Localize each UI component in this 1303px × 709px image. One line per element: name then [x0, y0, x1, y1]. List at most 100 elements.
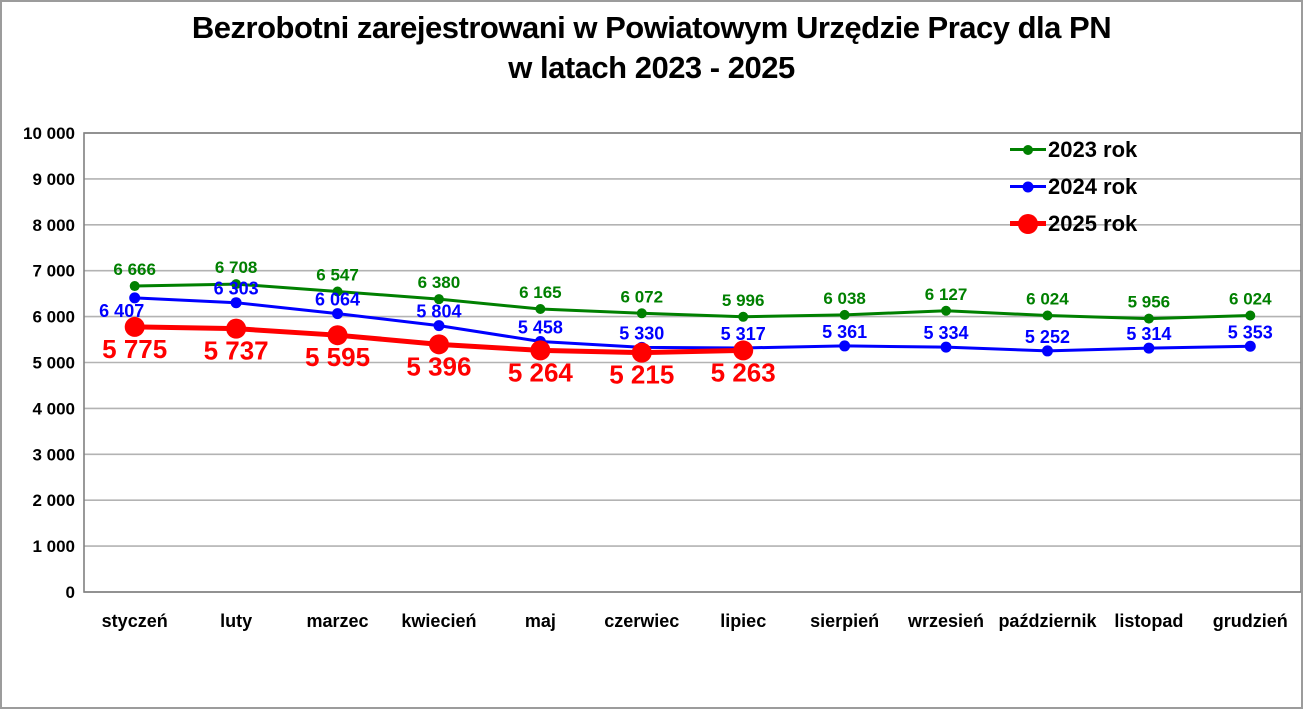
data-point-label: 5 361 [822, 322, 867, 342]
legend-dot-icon [1018, 213, 1038, 234]
data-point-label: 6 666 [113, 260, 156, 279]
data-point-label: 5 458 [518, 317, 563, 337]
data-point-label: 5 737 [204, 336, 269, 366]
data-point-marker [327, 325, 348, 346]
svg-text:10 000: 10 000 [23, 124, 75, 143]
data-point-marker [231, 279, 242, 290]
data-point-label: 6 708 [215, 258, 258, 277]
data-point-marker [1143, 313, 1154, 324]
svg-text:2 000: 2 000 [32, 491, 75, 510]
svg-text:kwiecień: kwiecień [401, 611, 476, 631]
svg-text:8 000: 8 000 [32, 216, 75, 235]
data-point-label: 5 775 [102, 334, 167, 364]
data-point-label: 5 334 [924, 323, 969, 343]
data-point-label: 6 547 [316, 265, 359, 284]
svg-text:7 000: 7 000 [32, 262, 75, 281]
data-point-marker [530, 340, 551, 361]
chart-title-line2: w latach 2023 - 2025 [508, 50, 795, 85]
svg-text:0: 0 [66, 583, 75, 602]
data-point-marker [636, 308, 647, 319]
data-point-marker [738, 311, 749, 322]
data-point-marker [332, 308, 344, 320]
data-point-label: 5 263 [711, 357, 776, 387]
svg-text:styczeń: styczeń [102, 611, 168, 631]
data-point-marker [839, 309, 850, 320]
svg-text:listopad: listopad [1114, 611, 1183, 631]
data-point-label: 5 396 [406, 351, 471, 381]
svg-text:październik: październik [998, 611, 1097, 631]
data-point-label: 5 317 [721, 324, 766, 344]
data-point-marker [1143, 342, 1155, 354]
data-point-marker [1245, 310, 1256, 321]
x-axis-labels: styczeń luty marzec kwiecień maj czerwiec lipi… [102, 611, 1288, 631]
legend-dot-icon [1023, 144, 1033, 155]
legend-item-2024: 2024 rok [1010, 168, 1137, 205]
svg-text:6 000: 6 000 [32, 308, 75, 327]
data-point-label: 5 996 [722, 291, 765, 310]
svg-text:maj: maj [525, 611, 556, 631]
data-point-label: 5 314 [1126, 324, 1171, 344]
data-point-marker [1042, 310, 1053, 321]
svg-text:grudzień: grudzień [1213, 611, 1288, 631]
chart-title-line1: Bezrobotni zarejestrowani w Powiatowym U… [191, 10, 1112, 45]
legend-label-2023: 2023 rok [1048, 136, 1138, 162]
data-point-marker [226, 318, 247, 339]
legend-line-marker-2024 [1010, 181, 1046, 192]
data-point-marker [433, 294, 444, 305]
data-point-label: 6 165 [519, 283, 562, 302]
data-point-label: 6 072 [621, 287, 664, 306]
data-point-marker [839, 340, 851, 352]
svg-text:lipiec: lipiec [720, 611, 766, 631]
data-point-marker [129, 292, 141, 304]
data-point-marker [1041, 345, 1053, 357]
data-point-label: 5 804 [416, 302, 461, 322]
svg-text:luty: luty [220, 611, 252, 631]
data-point-marker [433, 320, 445, 332]
legend-label-2025: 2025 rok [1048, 210, 1138, 236]
data-point-label: 5 264 [508, 357, 574, 387]
data-point-label: 5 330 [619, 323, 664, 343]
series-2025-rok: 5 775 5 737 5 595 5 396 5 264 5 215 5 263 [102, 316, 776, 390]
data-point-marker [940, 341, 952, 353]
data-point-label: 6 407 [99, 301, 144, 321]
legend-item-2023: 2023 rok [1010, 131, 1137, 168]
series-2023-rok: 6 666 6 708 6 547 6 380 6 165 6 072 5 996 6 038… [113, 258, 1272, 324]
svg-text:9 000: 9 000 [32, 170, 75, 189]
chart-legend: 2023 rok 2024 rok 2025 rok [1010, 131, 1137, 242]
legend-line-marker-2025 [1010, 213, 1046, 234]
data-point-label: 6 127 [925, 285, 968, 304]
data-point-marker [129, 281, 140, 292]
data-point-label: 5 353 [1228, 322, 1273, 342]
data-point-label: 5 252 [1025, 327, 1070, 347]
svg-text:wrzesień: wrzesień [907, 611, 984, 631]
data-point-label: 6 380 [418, 273, 461, 292]
data-point-label: 6 303 [214, 279, 259, 299]
data-point-marker [535, 304, 546, 315]
legend-line-marker-2023 [1010, 144, 1046, 155]
data-point-marker [124, 316, 145, 337]
svg-text:sierpień: sierpień [810, 611, 879, 631]
plot-border [83, 132, 1301, 593]
svg-text:1 000: 1 000 [32, 537, 75, 556]
legend-dot-icon [1022, 181, 1034, 192]
svg-text:5 000: 5 000 [32, 354, 75, 373]
data-point-marker [1244, 340, 1256, 352]
data-point-marker [230, 297, 242, 309]
data-point-marker [631, 342, 652, 363]
svg-text:4 000: 4 000 [32, 399, 75, 418]
data-point-label: 6 024 [1229, 289, 1272, 308]
data-point-marker [332, 286, 343, 297]
svg-text:3 000: 3 000 [32, 445, 75, 464]
y-axis-labels: 0 1 000 2 000 3 000 4 000 5 000 6 000 7 000 8 00… [23, 124, 75, 602]
data-point-label: 6 038 [823, 289, 866, 308]
data-point-label: 5 215 [609, 360, 674, 390]
data-point-marker [733, 340, 754, 361]
legend-label-2024: 2024 rok [1048, 173, 1138, 199]
series-2024-rok: 6 407 6 303 6 064 5 804 5 458 5 330 5 317 5 361… [99, 279, 1273, 357]
data-point-label: 6 064 [315, 290, 360, 310]
data-point-label: 6 024 [1026, 289, 1069, 308]
data-point-marker [941, 305, 952, 316]
data-point-label: 5 956 [1128, 293, 1171, 312]
